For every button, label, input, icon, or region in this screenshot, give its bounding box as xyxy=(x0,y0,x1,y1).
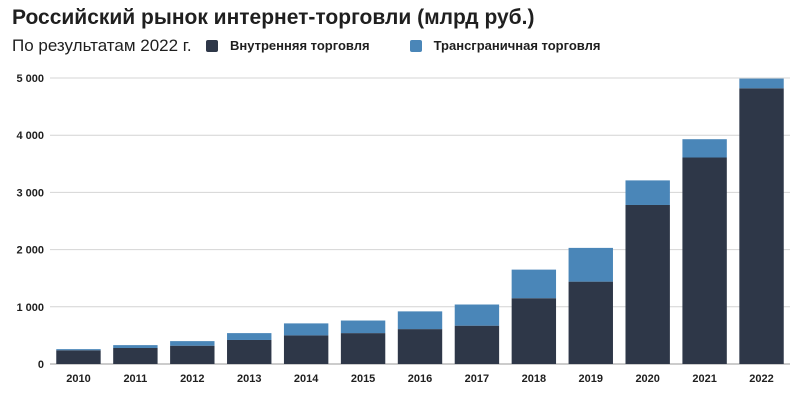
x-tick-label: 2020 xyxy=(635,373,659,385)
bar-domestic xyxy=(568,281,613,364)
bar-crossborder xyxy=(113,345,158,348)
legend-label-domestic: Внутренняя торговля xyxy=(230,38,370,53)
bar-crossborder xyxy=(454,304,500,326)
bar-crossborder xyxy=(170,341,215,346)
x-tick-label: 2014 xyxy=(294,373,319,385)
y-tick-label: 4 000 xyxy=(16,130,44,142)
legend: Внутренняя торговля Трансграничная торго… xyxy=(206,38,640,53)
bar-crossborder xyxy=(568,247,613,282)
bar-domestic xyxy=(340,333,386,364)
bar-crossborder xyxy=(625,180,670,205)
bar-domestic xyxy=(113,347,158,364)
chart-subtitle: По результатам 2022 г. xyxy=(12,36,192,55)
x-tick-label: 2022 xyxy=(749,373,773,385)
bar-crossborder xyxy=(227,333,272,340)
x-tick-label: 2013 xyxy=(237,373,261,385)
x-tick-label: 2017 xyxy=(465,373,489,385)
bar-crossborder xyxy=(56,349,101,351)
bar-crossborder xyxy=(340,320,386,334)
legend-swatch-domestic xyxy=(206,39,218,52)
bar-domestic xyxy=(56,350,101,364)
bar-domestic xyxy=(454,325,500,364)
bar-domestic xyxy=(283,335,329,364)
bar-domestic xyxy=(227,339,272,364)
x-tick-label: 2019 xyxy=(579,373,603,385)
bar-domestic xyxy=(682,157,727,364)
y-tick-label: 0 xyxy=(38,359,44,371)
bar-domestic xyxy=(739,88,784,365)
bar-crossborder xyxy=(682,139,727,158)
bar-crossborder xyxy=(397,311,443,330)
x-tick-label: 2016 xyxy=(408,373,432,385)
legend-label-crossborder: Трансграничная торговля xyxy=(433,38,601,53)
bar-crossborder xyxy=(739,78,784,89)
x-tick-label: 2018 xyxy=(522,373,546,385)
x-tick-label: 2010 xyxy=(66,373,90,385)
bar-domestic xyxy=(397,329,443,364)
legend-item-domestic: Внутренняя торговля xyxy=(206,38,370,53)
y-tick-label: 5 000 xyxy=(16,73,44,85)
bar-domestic xyxy=(625,204,670,364)
y-tick-label: 1 000 xyxy=(16,302,44,314)
bar-domestic xyxy=(170,345,215,364)
bar-domestic xyxy=(511,298,557,364)
y-tick-label: 3 000 xyxy=(16,187,44,199)
x-tick-label: 2012 xyxy=(180,373,204,385)
bar-crossborder xyxy=(511,269,557,299)
x-tick-label: 2011 xyxy=(123,373,147,385)
x-tick-label: 2015 xyxy=(351,373,375,385)
bar-crossborder xyxy=(283,323,329,336)
chart-title: Российский рынок интернет-торговли (млрд… xyxy=(12,6,535,29)
legend-item-crossborder: Трансграничная торговля xyxy=(409,38,601,53)
legend-swatch-crossborder xyxy=(409,39,422,52)
y-tick-label: 2 000 xyxy=(16,245,44,257)
x-tick-label: 2021 xyxy=(692,373,716,385)
